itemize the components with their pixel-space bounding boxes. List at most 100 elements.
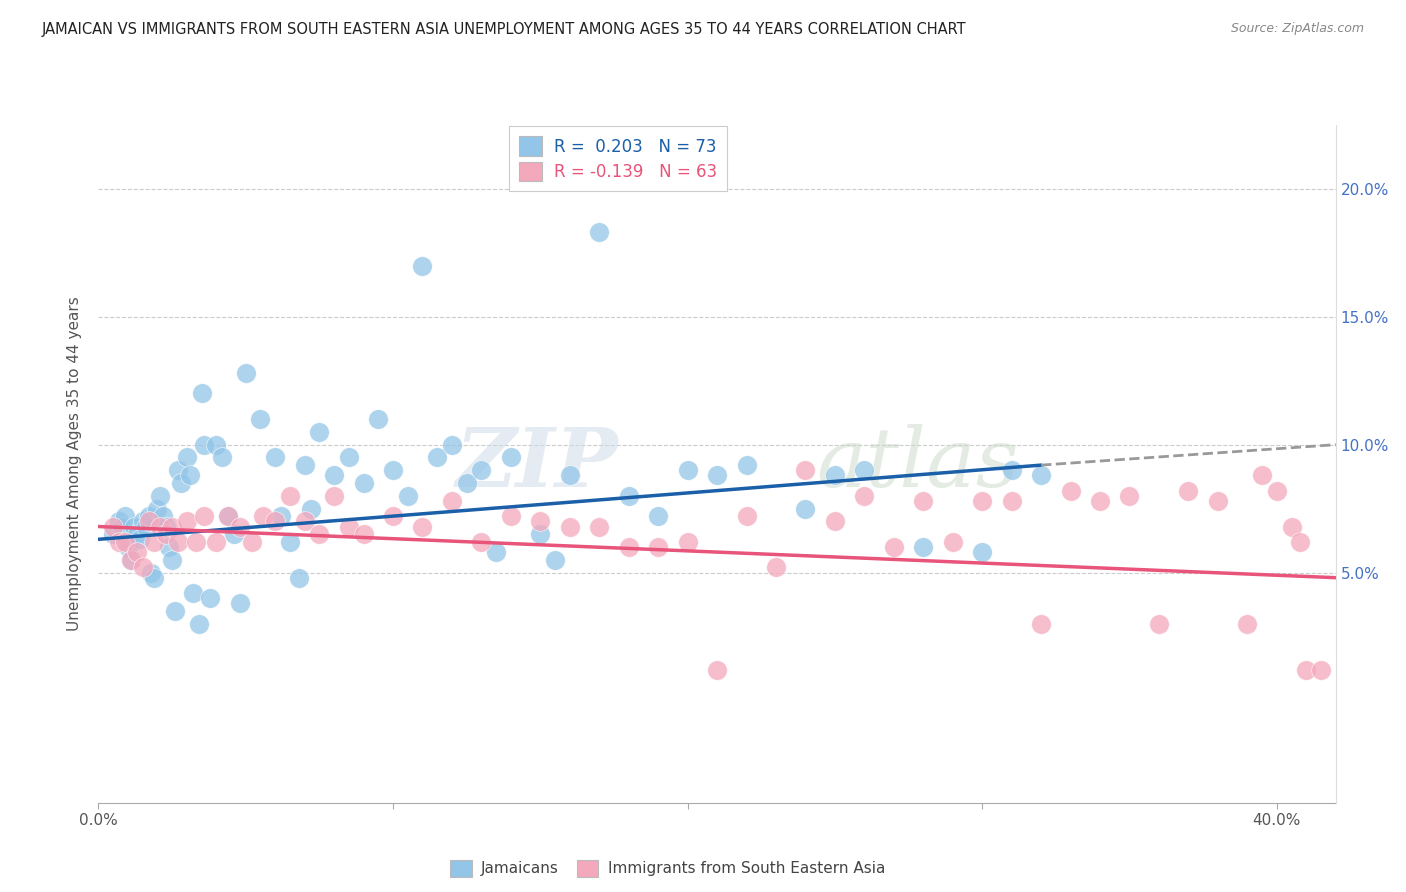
Point (141, 566, 163, 580)
Point (794, 463, 817, 477)
Text: JAMAICAN VS IMMIGRANTS FROM SOUTH EASTERN ASIA UNEMPLOYMENT AMONG AGES 35 TO 44 : JAMAICAN VS IMMIGRANTS FROM SOUTH EASTER… (42, 22, 967, 37)
Point (135, 519, 157, 533)
Point (294, 515, 316, 529)
Point (1295, 663, 1317, 677)
Point (529, 515, 551, 529)
Point (765, 560, 787, 574)
Point (149, 489, 172, 503)
Point (470, 534, 492, 549)
Point (114, 509, 136, 524)
Point (1029, 468, 1052, 483)
Point (912, 540, 935, 554)
Point (299, 501, 322, 516)
Point (396, 489, 419, 503)
Point (143, 571, 166, 585)
Point (972, 545, 994, 559)
Point (794, 501, 817, 516)
Point (588, 519, 610, 533)
Point (647, 509, 669, 524)
Point (353, 527, 375, 541)
Point (211, 450, 233, 465)
Point (181, 586, 204, 600)
Point (155, 519, 177, 533)
Point (1001, 463, 1024, 477)
Point (117, 540, 139, 554)
Point (205, 534, 228, 549)
Point (411, 259, 433, 273)
Point (485, 545, 508, 559)
Point (270, 509, 292, 524)
Point (337, 519, 360, 533)
Point (240, 534, 263, 549)
Point (440, 437, 463, 451)
Point (706, 468, 728, 483)
Point (676, 534, 699, 549)
Point (111, 519, 134, 533)
Point (1147, 616, 1170, 631)
Point (152, 509, 174, 524)
Point (1310, 663, 1333, 677)
Point (1289, 534, 1312, 549)
Point (323, 468, 346, 483)
Point (1059, 483, 1081, 498)
Point (382, 463, 405, 477)
Point (499, 450, 522, 465)
Point (200, 591, 222, 606)
Point (170, 476, 193, 491)
Text: Source: ZipAtlas.com: Source: ZipAtlas.com (1230, 22, 1364, 36)
Point (337, 450, 360, 465)
Point (155, 527, 177, 541)
Point (382, 509, 405, 524)
Point (470, 463, 492, 477)
Point (176, 515, 198, 529)
Point (193, 509, 215, 524)
Point (108, 534, 131, 549)
Point (163, 604, 186, 618)
Point (101, 527, 124, 541)
Point (264, 450, 287, 465)
Point (308, 425, 330, 439)
Point (647, 540, 669, 554)
Point (187, 616, 209, 631)
Point (426, 450, 449, 465)
Point (706, 663, 728, 677)
Point (167, 463, 190, 477)
Point (1251, 468, 1274, 483)
Point (367, 412, 389, 426)
Text: atlas: atlas (815, 424, 1018, 504)
Point (120, 553, 142, 567)
Point (149, 519, 172, 533)
Point (114, 534, 136, 549)
Point (456, 476, 478, 491)
Point (264, 515, 287, 529)
Point (287, 571, 309, 585)
Point (138, 509, 160, 524)
Point (1177, 483, 1199, 498)
Point (824, 515, 846, 529)
Point (160, 553, 183, 567)
Point (676, 463, 699, 477)
Point (146, 501, 169, 516)
Point (193, 437, 215, 451)
Point (138, 515, 160, 529)
Point (131, 515, 153, 529)
Point (179, 468, 201, 483)
Point (160, 519, 183, 533)
Point (308, 527, 330, 541)
Point (323, 489, 346, 503)
Point (101, 519, 124, 533)
Point (143, 534, 166, 549)
Point (853, 463, 876, 477)
Point (529, 527, 551, 541)
Point (120, 553, 142, 567)
Point (1206, 494, 1229, 508)
Point (1029, 616, 1052, 631)
Point (229, 596, 252, 610)
Point (1236, 616, 1258, 631)
Point (278, 534, 301, 549)
Point (1088, 494, 1111, 508)
Point (252, 509, 274, 524)
Point (108, 515, 131, 529)
Point (972, 494, 994, 508)
Point (125, 545, 148, 559)
